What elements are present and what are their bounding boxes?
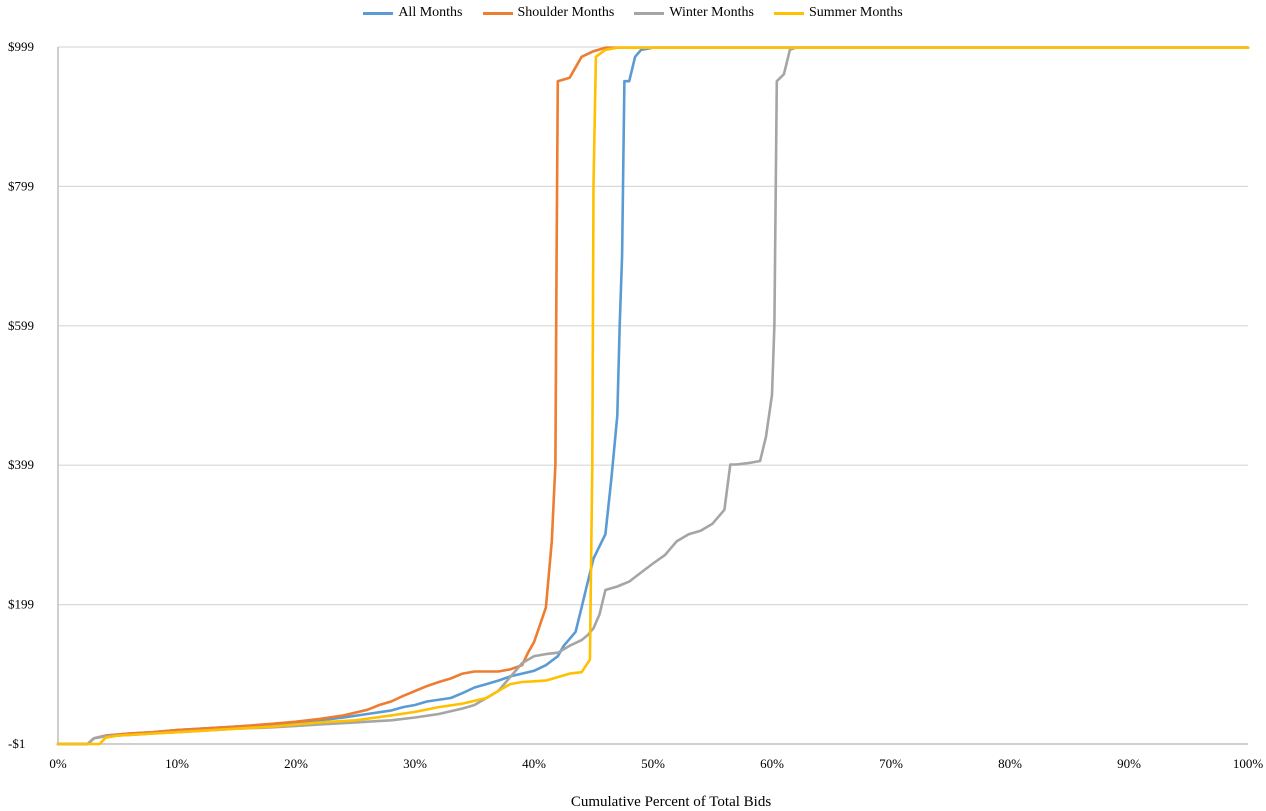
legend-swatch — [482, 11, 513, 15]
legend-label: All Months — [398, 5, 463, 20]
y-tick-label: $599 — [8, 318, 34, 333]
series-line-winter-months — [56, 46, 1250, 746]
x-tick-label: 60% — [760, 756, 784, 771]
x-tick-label: 40% — [522, 756, 546, 771]
x-tick-label: 70% — [879, 756, 903, 771]
x-tick-label: 10% — [165, 756, 189, 771]
series-line-summer-months — [56, 46, 1250, 746]
x-tick-label: 90% — [1117, 756, 1141, 771]
legend-item: All Months — [363, 5, 463, 21]
x-axis-title: Cumulative Percent of Total Bids — [571, 794, 771, 810]
x-tick-label: 100% — [1233, 756, 1264, 771]
y-tick-label: $999 — [8, 39, 34, 54]
legend-item: Shoulder Months — [482, 5, 615, 21]
x-tick-label: 0% — [49, 756, 67, 771]
legend-swatch — [773, 11, 804, 15]
x-tick-label: 20% — [284, 756, 308, 771]
x-tick-label: 80% — [998, 756, 1022, 771]
series-line-shoulder-months — [56, 46, 1250, 746]
legend-swatch — [634, 11, 665, 15]
series-line-all-months — [56, 46, 1250, 746]
legend-item: Summer Months — [773, 5, 903, 21]
legend-label: Shoulder Months — [517, 5, 615, 20]
legend-item: Winter Months — [634, 5, 754, 21]
y-tick-label: $199 — [8, 597, 34, 612]
y-tick-label: $799 — [8, 178, 34, 193]
y-tick-label: $399 — [8, 457, 34, 472]
x-tick-label: 50% — [641, 756, 665, 771]
legend-swatch — [363, 11, 394, 15]
legend-label: Winter Months — [669, 5, 754, 20]
legend-label: Summer Months — [808, 5, 903, 20]
legend: All Months Shoulder Months Winter Months Su… — [0, 2, 1266, 24]
x-tick-label: 30% — [403, 756, 427, 771]
y-tick-label: -$1 — [8, 736, 25, 751]
